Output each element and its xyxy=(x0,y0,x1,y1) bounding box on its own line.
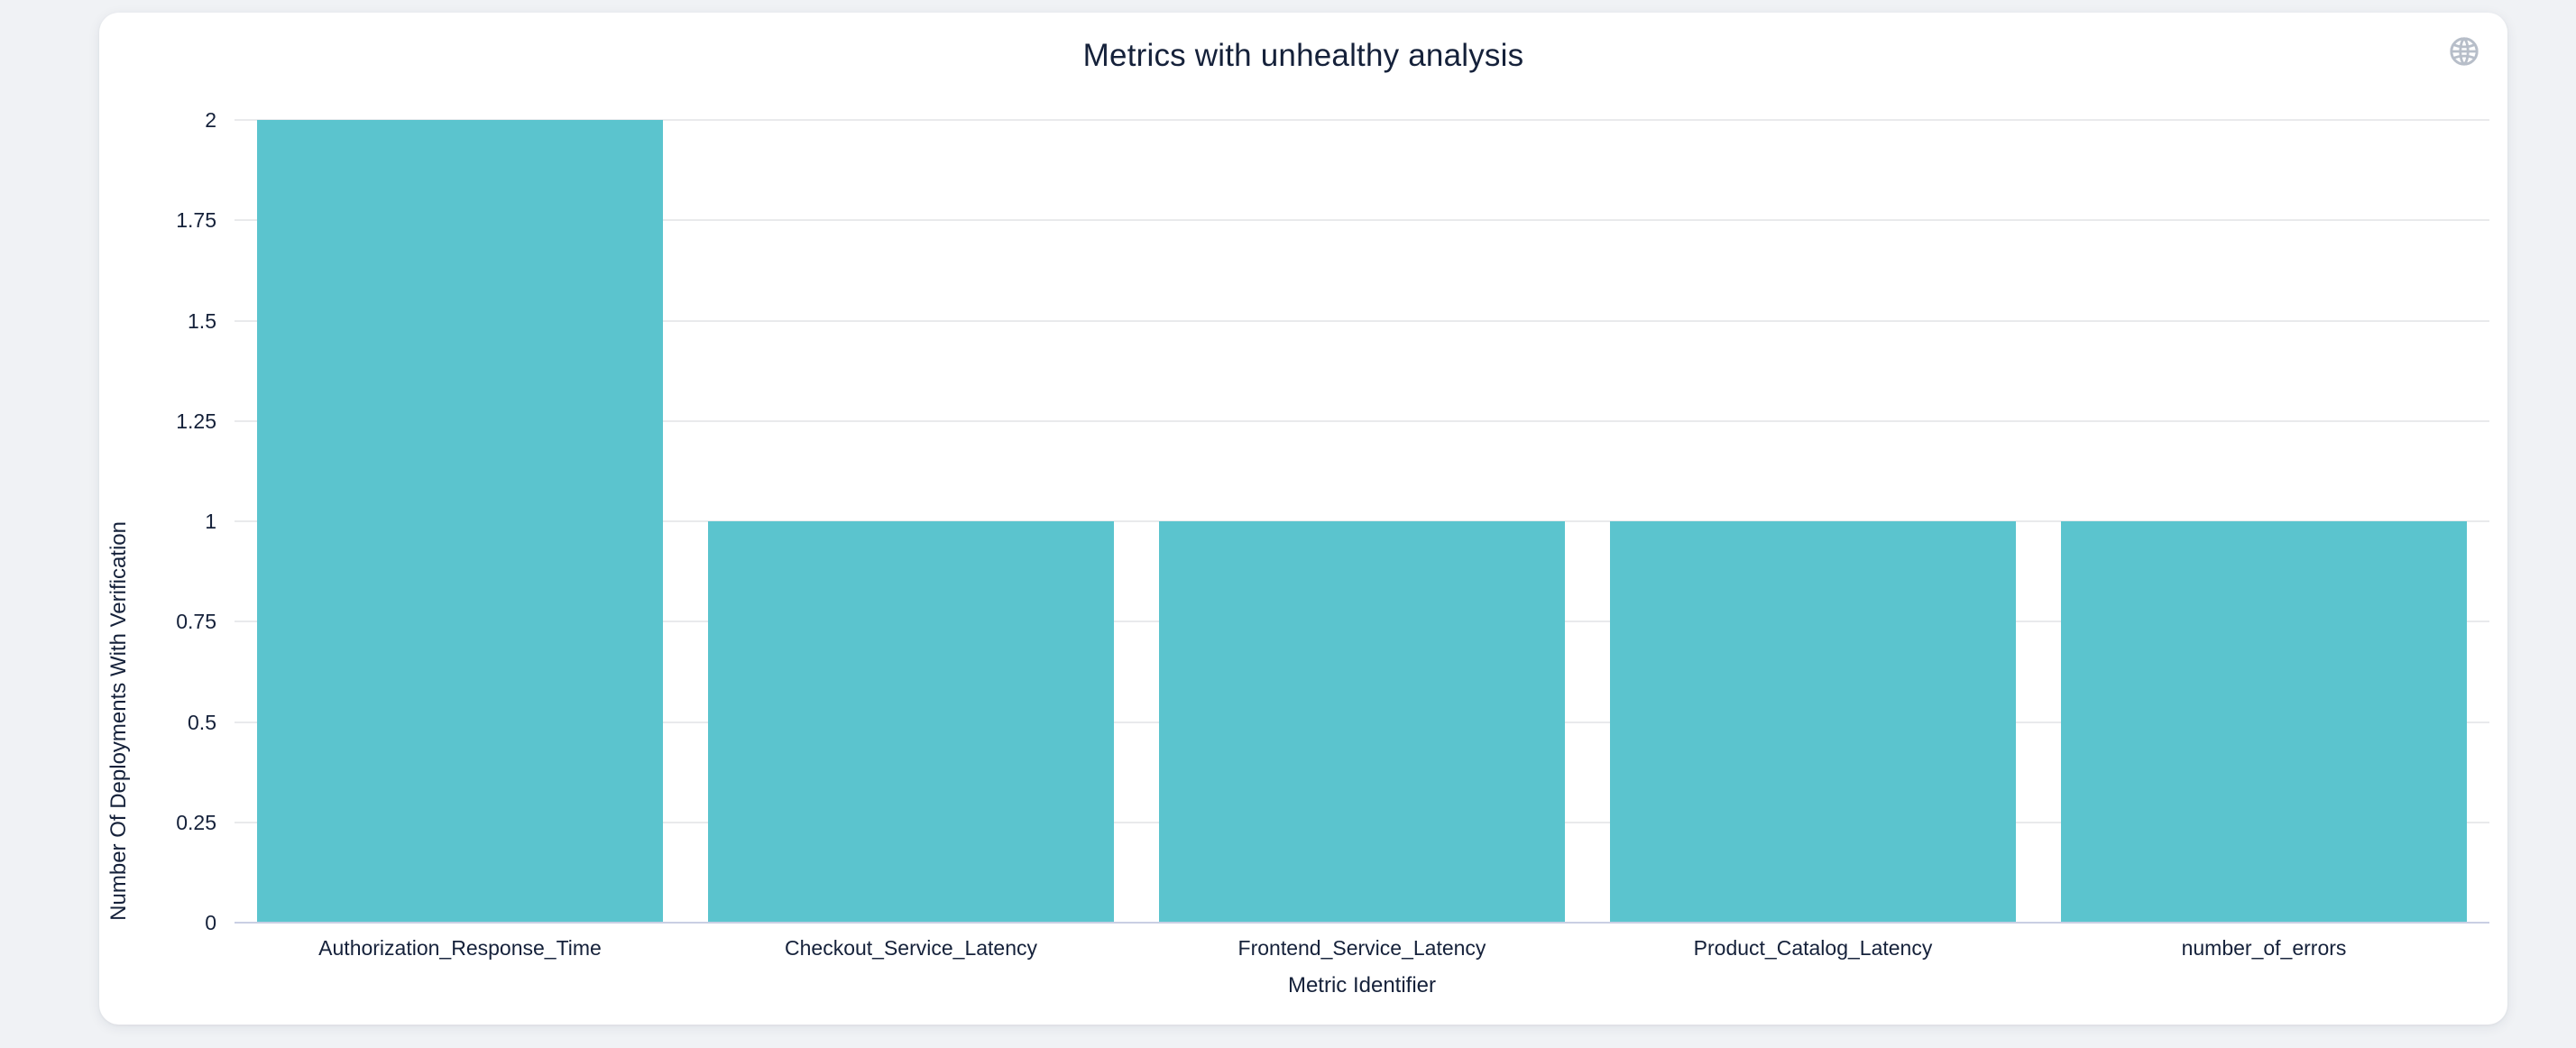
chart-title: Metrics with unhealthy analysis xyxy=(1082,38,1524,73)
bar-Frontend_Service_Latency[interactable] xyxy=(1159,521,1565,923)
y-tick-label: 1.75 xyxy=(176,208,216,233)
chart-card: Metrics with unhealthy analysis Number O… xyxy=(99,13,2507,1025)
x-tick-label: Frontend_Service_Latency xyxy=(1237,936,1486,960)
y-tick-label: 1.5 xyxy=(188,308,216,333)
globe-icon xyxy=(2450,37,2479,66)
gridline xyxy=(235,219,2489,222)
gridline xyxy=(235,319,2489,322)
x-tick-label: number_of_errors xyxy=(2181,936,2347,960)
y-tick-label: 1.25 xyxy=(176,409,216,433)
y-tick-label: 0 xyxy=(205,911,216,934)
y-tick-label: 0.25 xyxy=(176,810,216,834)
bar-Authorization_Response_Time[interactable] xyxy=(257,120,663,923)
plot-area xyxy=(235,119,2489,924)
x-tick-label: Checkout_Service_Latency xyxy=(785,936,1037,960)
x-axis-line xyxy=(235,922,2489,924)
y-tick-label: 2 xyxy=(205,108,216,132)
gridline xyxy=(235,419,2489,422)
bar-Checkout_Service_Latency[interactable] xyxy=(708,521,1114,923)
x-axis-title: Metric Identifier xyxy=(1287,973,1437,997)
globe-button[interactable] xyxy=(2444,32,2484,71)
y-tick-label: 1 xyxy=(205,510,216,533)
x-tick-label: Product_Catalog_Latency xyxy=(1693,936,1933,960)
gridline xyxy=(235,119,2489,121)
y-tick-label: 0.5 xyxy=(188,710,216,734)
bar-number_of_errors[interactable] xyxy=(2061,521,2467,923)
x-tick-label: Authorization_Response_Time xyxy=(318,936,602,960)
y-tick-label: 0.75 xyxy=(176,610,216,634)
bar-Product_Catalog_Latency[interactable] xyxy=(1610,521,2016,923)
